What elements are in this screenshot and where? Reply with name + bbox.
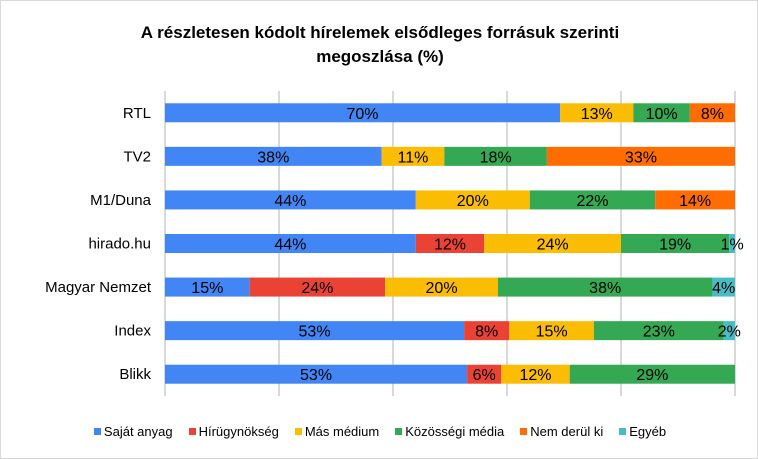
legend-swatch bbox=[395, 428, 403, 435]
data-label: 2% bbox=[718, 324, 741, 341]
bar-segment bbox=[415, 190, 530, 210]
category-label: Blikk bbox=[119, 366, 151, 383]
data-label: 44% bbox=[274, 193, 306, 210]
bar-segment bbox=[444, 146, 547, 166]
data-label: 13% bbox=[581, 106, 613, 123]
bar-segment bbox=[593, 321, 724, 341]
bar-segment bbox=[165, 364, 468, 384]
data-label: 29% bbox=[636, 367, 668, 384]
bar-segment bbox=[529, 190, 656, 210]
bar-segment bbox=[165, 234, 416, 253]
data-label: 1% bbox=[721, 237, 744, 254]
legend-item: Nem derül ki bbox=[520, 424, 603, 439]
bar-segment bbox=[165, 277, 250, 297]
title-line-2: megoszlása (%) bbox=[316, 47, 444, 66]
data-label: 15% bbox=[536, 324, 568, 341]
data-label: 20% bbox=[457, 193, 489, 210]
bar-segment bbox=[655, 190, 735, 210]
data-label: 4% bbox=[712, 280, 735, 297]
data-label: 15% bbox=[191, 280, 223, 297]
legend-label: Hírügynökség bbox=[198, 424, 279, 439]
legend-label: Egyéb bbox=[629, 424, 667, 439]
bar-segment bbox=[165, 103, 561, 123]
legend-item: Közösségi média bbox=[395, 424, 504, 439]
bar-segment bbox=[165, 190, 416, 210]
data-label: 12% bbox=[519, 367, 551, 384]
bar-segment bbox=[729, 234, 735, 253]
data-label: 8% bbox=[475, 324, 498, 341]
bar-segment bbox=[723, 321, 735, 341]
bar-segment bbox=[165, 146, 382, 166]
bar-segment bbox=[546, 146, 735, 166]
data-label: 33% bbox=[625, 149, 657, 166]
bar-segment bbox=[621, 234, 730, 253]
bar-segment bbox=[569, 364, 735, 384]
bar-segment bbox=[385, 277, 498, 297]
category-label: TV2 bbox=[123, 148, 151, 165]
bar-segment bbox=[712, 277, 735, 297]
data-label: 20% bbox=[426, 280, 458, 297]
title-line-1: A részletesen kódolt hírelemek elsődlege… bbox=[140, 23, 620, 42]
legend-label: Saját anyag bbox=[103, 424, 173, 439]
legend-swatch bbox=[188, 428, 196, 435]
data-label: 23% bbox=[643, 324, 675, 341]
legend-swatch bbox=[619, 428, 627, 435]
data-label: 10% bbox=[646, 106, 678, 123]
data-label: 38% bbox=[589, 280, 621, 297]
bar-segment bbox=[497, 277, 713, 297]
legend-item: Hírügynökség bbox=[188, 424, 279, 439]
legend-label: Közösségi média bbox=[405, 424, 505, 439]
bar-segment bbox=[689, 103, 735, 123]
category-label: Index bbox=[114, 323, 151, 340]
data-label: 12% bbox=[434, 237, 466, 254]
data-label: 24% bbox=[537, 237, 569, 254]
data-label: 53% bbox=[299, 324, 331, 341]
category-label: Magyar Nemzet bbox=[45, 279, 152, 296]
bar-segment bbox=[381, 146, 445, 166]
category-label: M1/Duna bbox=[90, 192, 152, 209]
data-label: 11% bbox=[398, 149, 429, 166]
bar-segment bbox=[464, 321, 510, 341]
legend-label: Más médium bbox=[304, 424, 380, 439]
data-label: 70% bbox=[347, 106, 379, 123]
data-label: 6% bbox=[473, 367, 496, 384]
bar-segment bbox=[633, 103, 690, 123]
data-label: 22% bbox=[576, 193, 608, 210]
legend-label: Nem derül ki bbox=[530, 424, 604, 439]
legend-item: Egyéb bbox=[619, 424, 666, 439]
bar-segment bbox=[249, 277, 386, 297]
data-label: 44% bbox=[274, 237, 306, 254]
legend-item: Saját anyag bbox=[93, 424, 173, 439]
data-label: 24% bbox=[301, 280, 333, 297]
bar-segment bbox=[165, 321, 465, 341]
data-label: 53% bbox=[300, 367, 332, 384]
bar-segment bbox=[467, 364, 502, 384]
legend: Saját anyag Hírügynökség Más médium Közössé… bbox=[1, 424, 757, 439]
bar-segment bbox=[415, 234, 485, 253]
bar-segment bbox=[560, 103, 634, 123]
data-label: 38% bbox=[257, 149, 289, 166]
category-label: hirado.hu bbox=[88, 236, 151, 253]
data-label: 8% bbox=[701, 106, 724, 123]
legend-swatch bbox=[93, 428, 101, 435]
legend-item: Más médium bbox=[294, 424, 380, 439]
data-label: 18% bbox=[480, 149, 512, 166]
bar-segment bbox=[501, 364, 570, 384]
data-label: 19% bbox=[659, 237, 691, 254]
bar-segment bbox=[509, 321, 594, 341]
data-label: 14% bbox=[679, 193, 711, 210]
legend-swatch bbox=[520, 428, 528, 435]
bar-segment bbox=[484, 234, 621, 253]
category-label: RTL bbox=[123, 105, 151, 122]
chart-title: A részletesen kódolt hírelemek elsődlege… bbox=[1, 21, 757, 69]
legend-swatch bbox=[294, 428, 302, 435]
